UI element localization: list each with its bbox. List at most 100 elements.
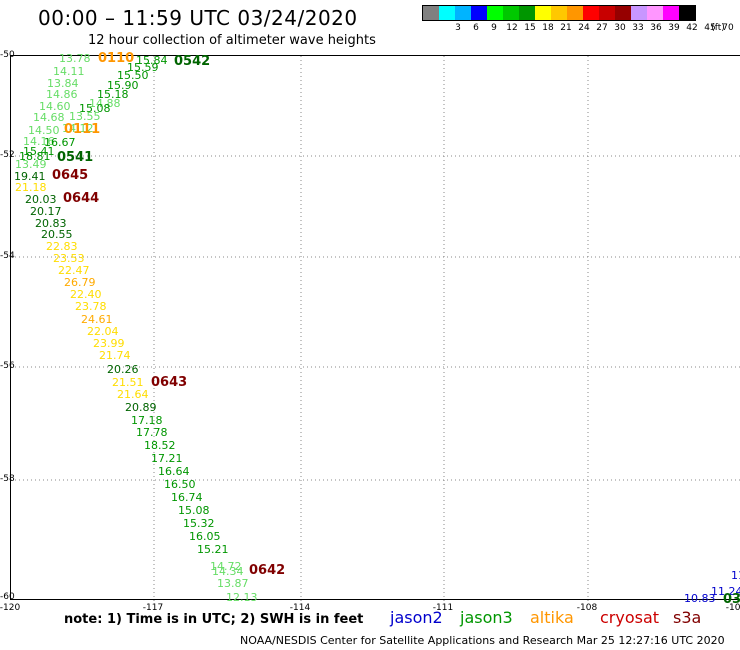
- footer-note: note: 1) Time is in UTC; 2) SWH is in fe…: [64, 612, 364, 627]
- color-legend: 3 6 9 12 15 18 21 24 27 30 33 36 39 42 45 70 (ft): [422, 5, 734, 35]
- pass-time-label: 0541: [57, 150, 94, 165]
- wave-height-label: 23.78: [75, 300, 107, 313]
- y-axis-tick: -58: [0, 474, 15, 484]
- wave-height-label: 15.32: [183, 517, 215, 530]
- wave-height-label: 16.74: [171, 491, 203, 504]
- x-axis-tick: -117: [142, 603, 164, 613]
- legend-tick-label: 42: [686, 23, 698, 33]
- legend-swatch: [679, 6, 695, 20]
- x-axis-tick: -111: [432, 603, 454, 613]
- satellite-jason3-label: jason3: [460, 608, 513, 627]
- legend-tick-label: 18: [542, 23, 554, 33]
- legend-tick-label: 9: [491, 23, 497, 33]
- satellite-s3a-label: s3a: [673, 608, 702, 627]
- wave-height-label: 13.87: [217, 577, 249, 590]
- map-grid: [11, 56, 740, 601]
- wave-height-label: 17.78: [136, 426, 168, 439]
- wave-height-label: 14.16: [23, 135, 55, 148]
- wave-height-label: 11.1: [731, 569, 740, 582]
- satellite-cryosat-label: cryosat: [600, 608, 660, 627]
- legend-swatch: [423, 6, 439, 20]
- legend-tick-label: 30: [614, 23, 626, 33]
- wave-height-label: 24.61: [81, 313, 113, 326]
- x-axis-tick: -105: [725, 603, 740, 613]
- pass-time-label: 0110: [98, 51, 135, 66]
- legend-swatch: [471, 6, 487, 20]
- legend-tick-label: 39: [668, 23, 680, 33]
- wave-height-label: 18.52: [144, 439, 176, 452]
- wave-height-label: 16.64: [158, 465, 190, 478]
- wave-height-label: 14.72: [210, 560, 242, 573]
- wave-height-label: 13.49: [15, 158, 47, 171]
- wave-height-label: 19.41: [14, 170, 46, 183]
- legend-swatch: [519, 6, 535, 20]
- y-axis-tick: -52: [0, 150, 15, 160]
- wave-height-label: 16.50: [164, 478, 196, 491]
- legend-swatch: [583, 6, 599, 20]
- wave-height-label: 14.34: [212, 565, 244, 578]
- wave-height-label: 14.86: [46, 88, 78, 101]
- pass-time-label: 0645: [52, 168, 89, 183]
- wave-height-label: 15.08: [79, 102, 111, 115]
- wave-height-label: 16.67: [44, 136, 76, 149]
- legend-swatch: [439, 6, 455, 20]
- wave-height-label: 15.41: [23, 145, 55, 158]
- wave-height-label: 22.40: [70, 288, 102, 301]
- legend-tick-label: 12: [506, 23, 518, 33]
- legend-tick-label: 6: [473, 23, 479, 33]
- pass-time-label: 0111: [64, 122, 101, 137]
- map-area: 13.78 15.84 15.59 14.11 15.50 13.84 15.90 14.86…: [10, 51, 740, 606]
- wave-height-label: 15.08: [178, 504, 210, 517]
- wave-height-label: 17.18: [131, 414, 163, 427]
- legend-tick-label: 36: [650, 23, 662, 33]
- wave-height-label: 16.05: [189, 530, 221, 543]
- wave-height-label: 10.83: [684, 592, 716, 605]
- footer-credit: NOAA/NESDIS Center for Satellite Applica…: [240, 634, 725, 647]
- x-axis-tick: -120: [0, 603, 21, 613]
- legend-swatch: [551, 6, 567, 20]
- legend-tick-label: 24: [578, 23, 590, 33]
- wave-height-label: 21.74: [99, 349, 131, 362]
- wave-height-label: 13.84: [47, 77, 79, 90]
- pass-time-label: 0642: [249, 563, 286, 578]
- satellite-jason2-label: jason2: [390, 608, 443, 627]
- legend-swatch: [631, 6, 647, 20]
- legend-tick-label: 27: [596, 23, 608, 33]
- y-axis-tick: -56: [0, 361, 15, 371]
- legend-swatch: [487, 6, 503, 20]
- legend-tick-label: 21: [560, 23, 572, 33]
- y-axis-tick: -54: [0, 251, 15, 261]
- legend-swatch: [615, 6, 631, 20]
- wave-height-label: 15.59: [127, 61, 159, 74]
- legend-swatch: [599, 6, 615, 20]
- wave-height-label: 20.17: [30, 205, 62, 218]
- pass-time-label: 0542: [174, 54, 211, 69]
- wave-height-label: 14.88: [89, 97, 121, 110]
- wave-height-label: 14.68: [33, 111, 65, 124]
- legend-tick-label: 15: [524, 23, 536, 33]
- legend-swatch: [567, 6, 583, 20]
- pass-time-label: 0643: [151, 375, 188, 390]
- y-axis-tick: -50: [0, 50, 15, 60]
- wave-height-label: 23.99: [93, 337, 125, 350]
- wave-height-label: 23.53: [53, 252, 85, 265]
- legend-swatch: [663, 6, 679, 20]
- wave-height-label: 26.79: [64, 276, 96, 289]
- map-subtitle: 12 hour collection of altimeter wave hei…: [88, 33, 376, 48]
- legend-swatch: [503, 6, 519, 20]
- wave-height-label: 22.04: [87, 325, 119, 338]
- wave-height-label: 22.47: [58, 264, 90, 277]
- wave-height-label: 20.55: [41, 228, 73, 241]
- wave-height-label: 14.60: [39, 100, 71, 113]
- legend-swatch: [455, 6, 471, 20]
- wave-height-label: 14.11: [53, 65, 85, 78]
- legend-tick-label: 70: [722, 23, 734, 33]
- wave-height-label: 20.89: [125, 401, 157, 414]
- wave-height-label: 14.50: [28, 124, 60, 137]
- x-axis-tick: -108: [576, 603, 598, 613]
- wave-height-label: 17.21: [151, 452, 183, 465]
- wave-height-label: 14.12: [62, 122, 94, 135]
- pass-time-label: 0644: [63, 191, 100, 206]
- legend-swatch: [535, 6, 551, 20]
- map-title: 00:00 – 11:59 UTC 03/24/2020: [38, 6, 358, 30]
